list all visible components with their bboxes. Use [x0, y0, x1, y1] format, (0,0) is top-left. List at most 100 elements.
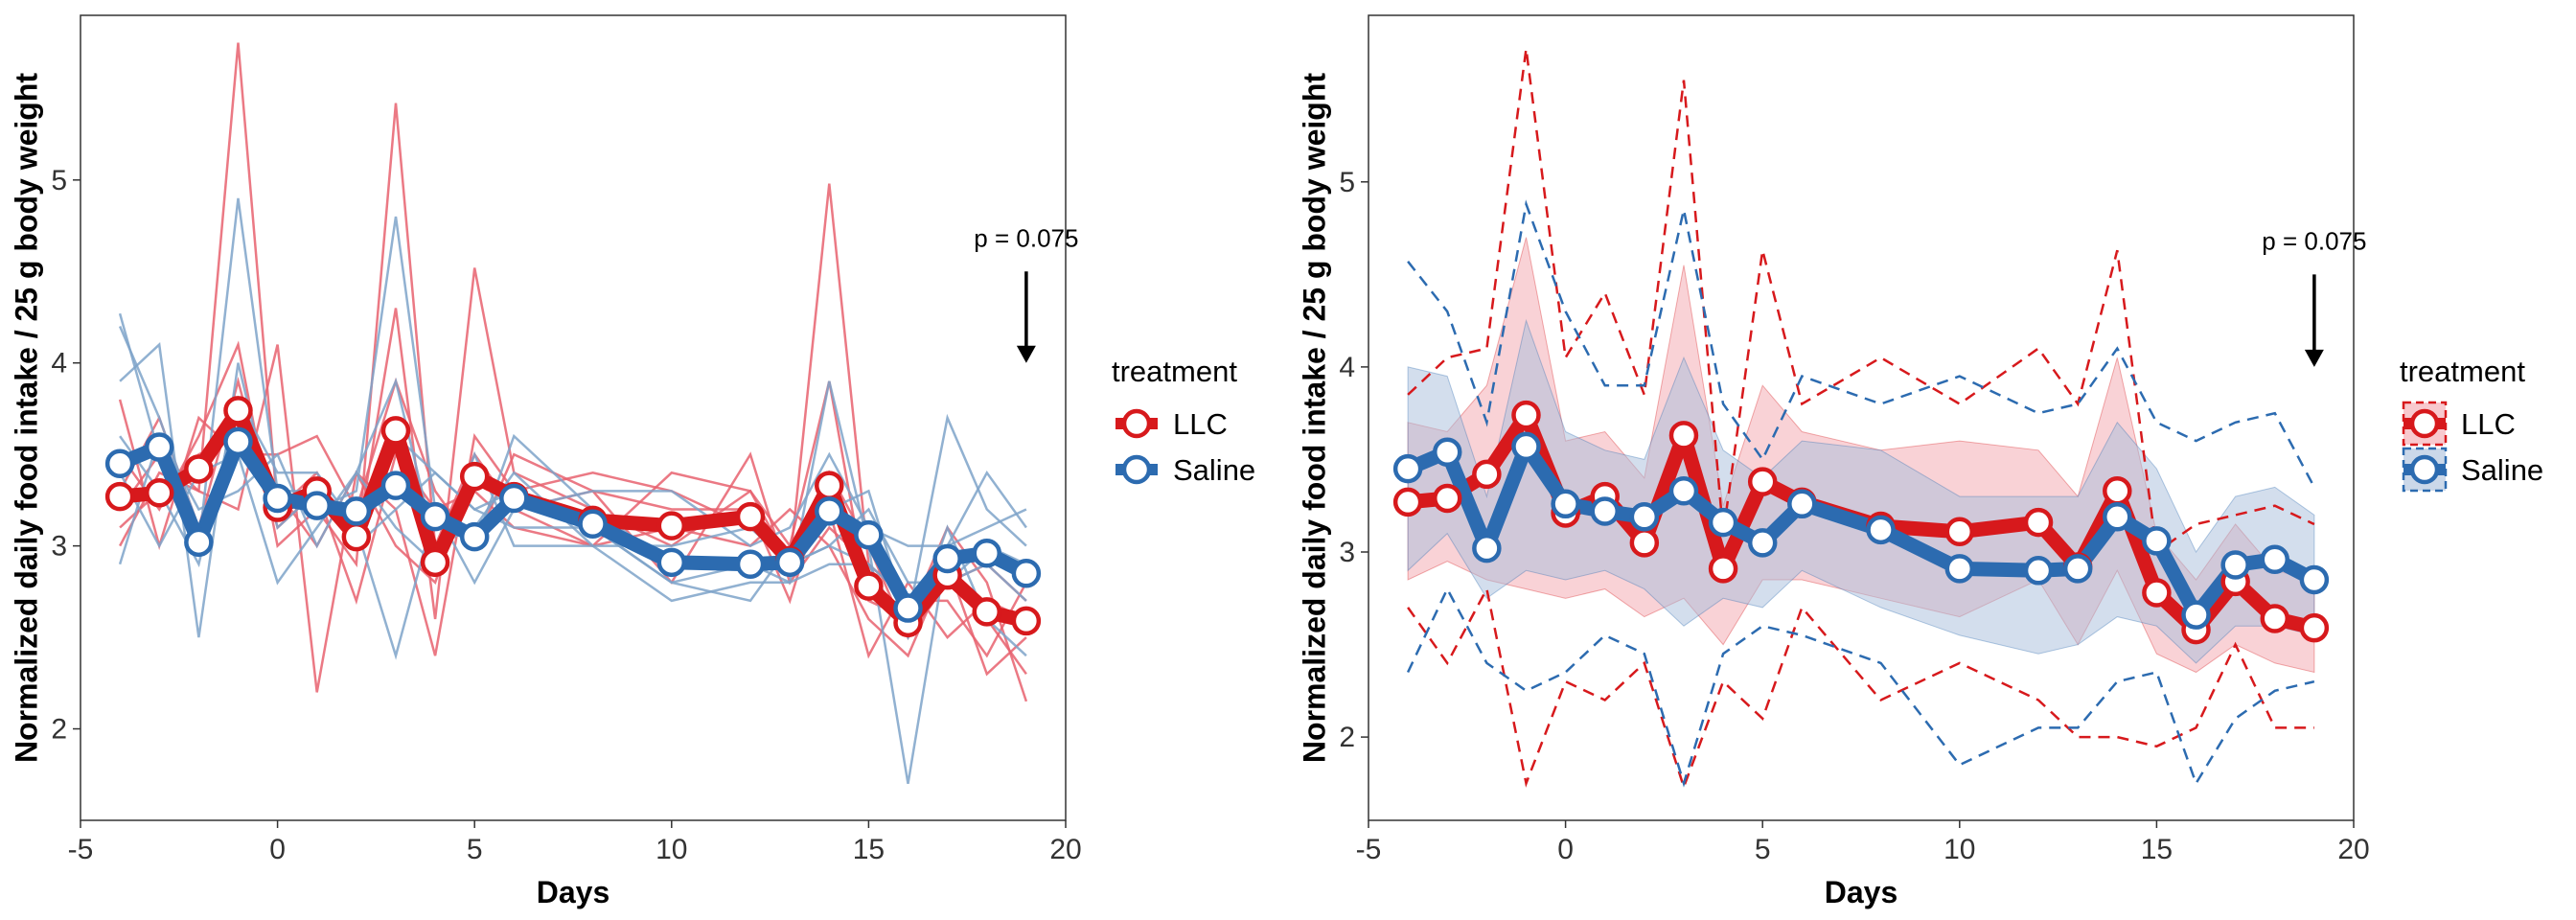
point-saline — [1472, 533, 1502, 564]
point-llc — [420, 547, 450, 578]
range-lines-right — [1406, 48, 2316, 792]
y-tick-label: 2 — [1339, 722, 1355, 753]
point-llc — [854, 571, 884, 601]
x-axis-title-left: Days — [537, 875, 610, 909]
series-line-saline — [117, 434, 1030, 615]
point-llc — [1472, 459, 1502, 490]
point-llc — [1747, 467, 1778, 496]
point-saline — [1551, 489, 1580, 519]
point-saline — [1668, 476, 1699, 506]
point-llc — [223, 396, 253, 426]
point-saline — [104, 448, 135, 478]
point-saline — [2062, 554, 2093, 584]
point-saline — [972, 539, 1002, 568]
point-llc — [144, 478, 174, 508]
legend-left: treatment LLC Saline — [1112, 355, 1255, 487]
x-tick-label: 15 — [2141, 834, 2173, 865]
plot-border-right — [1368, 14, 2355, 821]
point-saline — [223, 426, 253, 457]
point-llc — [1432, 483, 1462, 514]
point-saline — [263, 483, 292, 514]
x-axis-title-right: Days — [1825, 875, 1898, 909]
point-saline — [499, 483, 529, 514]
point-saline — [1944, 554, 1975, 584]
axis-ticks-left: -5 0 5 10 15 20 2 3 4 5 — [51, 165, 1081, 865]
y-axis-title-left: Normalized daily food intake / 25 g body… — [9, 73, 43, 763]
y-tick-label: 5 — [1339, 167, 1355, 198]
y-axis-title-right: Normalized daily food intake / 25 g body… — [1297, 73, 1331, 763]
point-saline — [1511, 431, 1541, 462]
point-saline — [1629, 502, 1660, 532]
range-max-line-saline — [1407, 199, 2316, 488]
point-saline — [1708, 507, 1738, 538]
point-saline — [2220, 550, 2250, 580]
trace-saline — [118, 197, 1027, 785]
point-llc — [1392, 487, 1423, 518]
point-llc — [1629, 528, 1660, 558]
point-saline — [854, 519, 884, 550]
point-saline — [1866, 515, 1896, 545]
individual-traces — [118, 42, 1028, 785]
point-llc — [1708, 554, 1738, 584]
point-llc — [1944, 517, 1975, 547]
legend-item-saline-left — [1116, 454, 1158, 485]
x-tick-label: 5 — [467, 834, 483, 865]
x-tick-label: 10 — [656, 834, 687, 865]
point-saline — [2142, 526, 2172, 556]
plot-border-left — [80, 14, 1067, 821]
point-llc — [1668, 421, 1699, 450]
point-saline — [932, 543, 962, 574]
x-tick-label: 20 — [2337, 834, 2369, 865]
point-llc — [104, 481, 135, 512]
y-tick-label: 3 — [51, 531, 67, 563]
x-tick-label: -5 — [68, 834, 94, 865]
point-llc — [2142, 578, 2172, 608]
point-saline — [815, 496, 844, 526]
point-saline — [893, 593, 923, 623]
y-tick-label: 5 — [51, 165, 67, 196]
point-saline — [1432, 437, 1462, 467]
point-llc — [1011, 606, 1042, 636]
point-llc — [1511, 400, 1541, 430]
point-saline — [2299, 564, 2330, 595]
legend-title-right: treatment — [2400, 355, 2525, 388]
y-tick-label: 3 — [1339, 537, 1355, 568]
legend-title-left: treatment — [1112, 355, 1237, 388]
point-llc — [656, 511, 687, 540]
point-saline — [459, 521, 490, 552]
x-tick-label: -5 — [1356, 834, 1382, 865]
point-saline — [184, 527, 214, 558]
range-min-line-saline — [1406, 586, 2315, 788]
chart-right: -5 0 5 10 15 20 2 3 4 5 Days Normalized daily foo… — [1297, 14, 2543, 909]
legend-item-llc-right — [2402, 401, 2448, 447]
point-saline — [1011, 559, 1042, 588]
point-llc — [2260, 604, 2290, 633]
mean-series-right — [1392, 400, 2330, 645]
point-saline — [144, 432, 174, 462]
point-llc — [380, 416, 411, 446]
x-tick-label: 0 — [1557, 834, 1574, 865]
x-tick-label: 15 — [853, 834, 885, 865]
p-value-annotation-left: p = 0.075 — [974, 223, 1078, 252]
range-max-line-llc — [1407, 48, 2315, 555]
point-llc — [2103, 476, 2132, 506]
x-tick-label: 5 — [1755, 834, 1771, 865]
x-tick-label: 0 — [269, 834, 286, 865]
legend-item-saline-right — [2402, 447, 2448, 493]
legend-right: treatment LLC Saline — [2400, 355, 2543, 493]
point-saline — [578, 509, 608, 539]
legend-label-llc-left: LLC — [1173, 407, 1228, 441]
legend-label-llc-right: LLC — [2461, 407, 2516, 441]
point-llc — [184, 454, 214, 484]
point-saline — [1787, 489, 1817, 519]
arrow-icon-right — [2304, 274, 2324, 367]
point-saline — [420, 501, 450, 532]
point-saline — [735, 549, 766, 579]
point-saline — [341, 496, 372, 526]
point-llc — [735, 501, 766, 532]
point-llc — [2299, 612, 2330, 643]
point-llc — [972, 597, 1002, 627]
point-llc — [2023, 507, 2054, 538]
range-min-line-llc — [1407, 585, 2314, 792]
